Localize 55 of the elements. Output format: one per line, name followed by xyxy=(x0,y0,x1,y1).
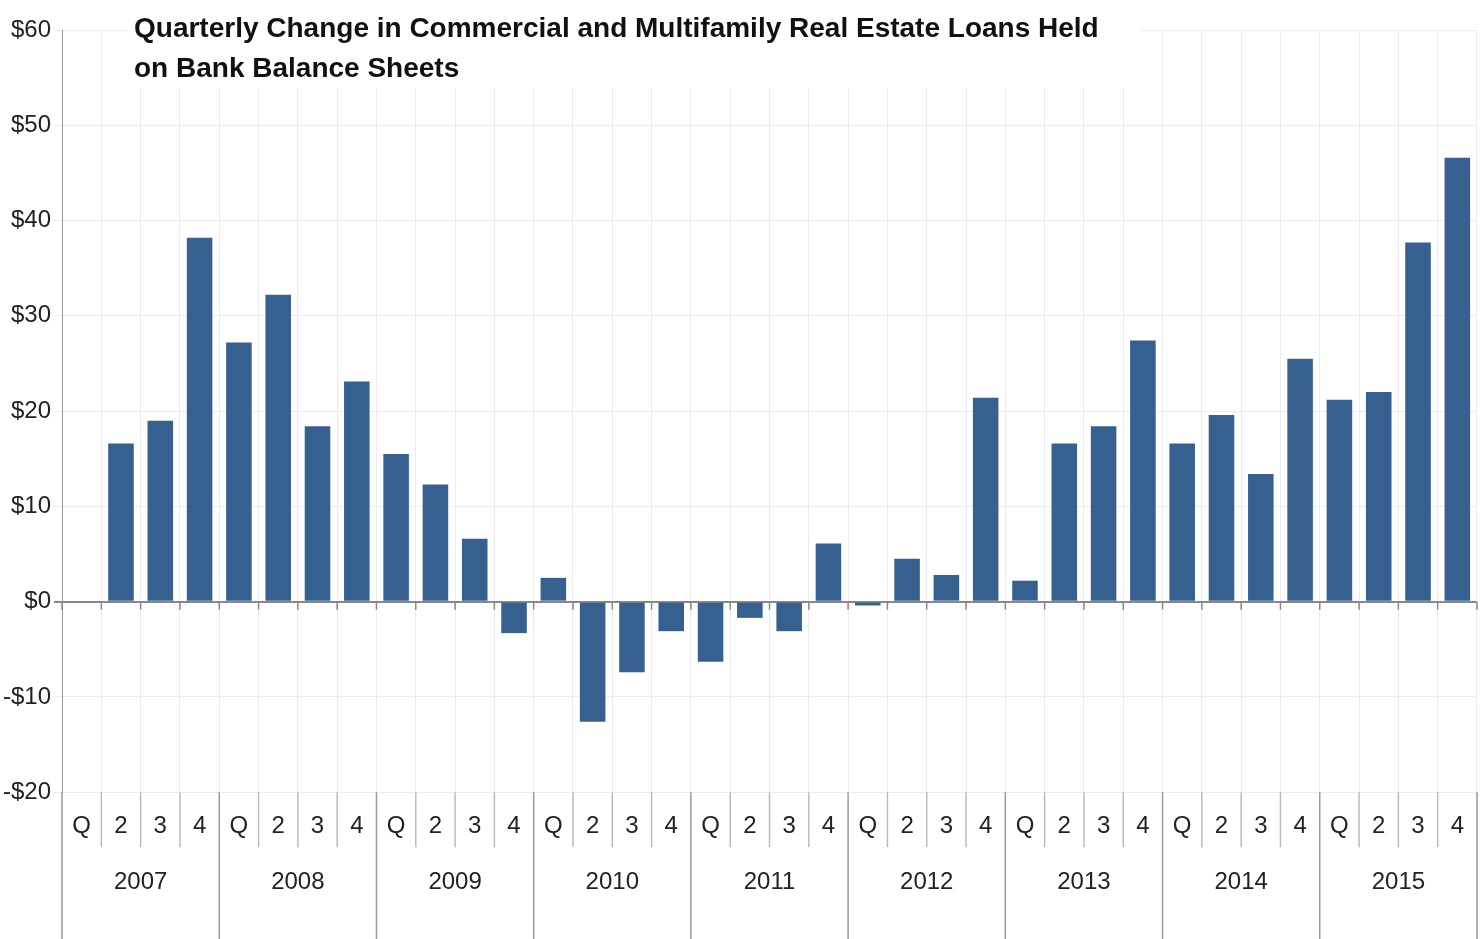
x-tick-label: 2 xyxy=(114,811,128,839)
x-tick-label: Q xyxy=(701,811,720,839)
x-tick-label: Q xyxy=(386,811,406,839)
x-tick-label: 4 xyxy=(664,811,678,839)
x-tick-label: 4 xyxy=(1293,811,1307,839)
x-tick-label: 4 xyxy=(350,811,364,839)
x-tick-label: 2 xyxy=(585,811,600,839)
x-tick-label: 3 xyxy=(1096,811,1111,839)
x-tick-label: 3 xyxy=(310,811,325,839)
x-tick-label: 4 xyxy=(1136,811,1150,839)
text: 2013 xyxy=(1057,866,1111,894)
x-tick-label: 3 xyxy=(782,811,796,839)
x-tick-label: 2 xyxy=(428,811,443,839)
y-tick-label: $60 xyxy=(10,14,52,42)
x-tick-label: 4 xyxy=(979,811,993,839)
text: 2008 xyxy=(271,866,325,894)
x-tick-label: 4 xyxy=(192,811,207,839)
x-tick-label: 3 xyxy=(1411,811,1425,839)
x-tick-label: Q xyxy=(1172,811,1192,839)
y-tick-label: $20 xyxy=(10,395,52,423)
x-tick-label: 3 xyxy=(939,811,954,839)
x-tick-label: 4 xyxy=(1450,811,1465,839)
x-tick-label: 3 xyxy=(468,811,482,839)
x-tick-label: Q xyxy=(72,811,92,839)
x-tick-label: 4 xyxy=(821,811,836,839)
text: 2012 xyxy=(900,866,954,894)
x-tick-label: Q xyxy=(229,811,249,839)
x-tick-label: 3 xyxy=(625,811,639,839)
y-tick-label: $0 xyxy=(24,586,52,614)
x-tick-label: 2 xyxy=(1057,811,1071,839)
text: 2007 xyxy=(113,866,168,894)
x-tick-label: Q xyxy=(858,811,878,839)
x-tick-label: 3 xyxy=(153,811,167,839)
text: 2014 xyxy=(1214,866,1268,894)
y-tick-label: -$10 xyxy=(2,681,52,709)
text: 2010 xyxy=(585,866,639,894)
x-tick-label: Q xyxy=(1015,811,1035,839)
y-tick-label: -$20 xyxy=(2,776,52,804)
x-tick-label: 2 xyxy=(271,811,285,839)
text: 2015 xyxy=(1371,866,1426,894)
y-tick-label: $50 xyxy=(10,109,52,137)
y-tick-label: $40 xyxy=(10,205,52,233)
chart-title: Quarterly Change in Commercial and Multifamily Real Estate Loans Held on Bank Balance Sheets xyxy=(128,8,1140,88)
x-tick-label: 4 xyxy=(507,811,521,839)
x-tick-label: 2 xyxy=(1214,811,1229,839)
x-tick-label: Q xyxy=(544,811,563,839)
y-tick-label: $10 xyxy=(10,491,52,518)
x-tick-label: 2 xyxy=(743,811,757,839)
x-tick-label: 2 xyxy=(1372,811,1386,839)
text: 2011 xyxy=(743,866,796,894)
y-tick-label: $30 xyxy=(10,300,52,328)
x-tick-label: Q xyxy=(1330,811,1349,839)
x-tick-label: 3 xyxy=(1254,811,1268,839)
text: 2009 xyxy=(428,866,482,894)
x-tick-label: 2 xyxy=(900,811,914,839)
